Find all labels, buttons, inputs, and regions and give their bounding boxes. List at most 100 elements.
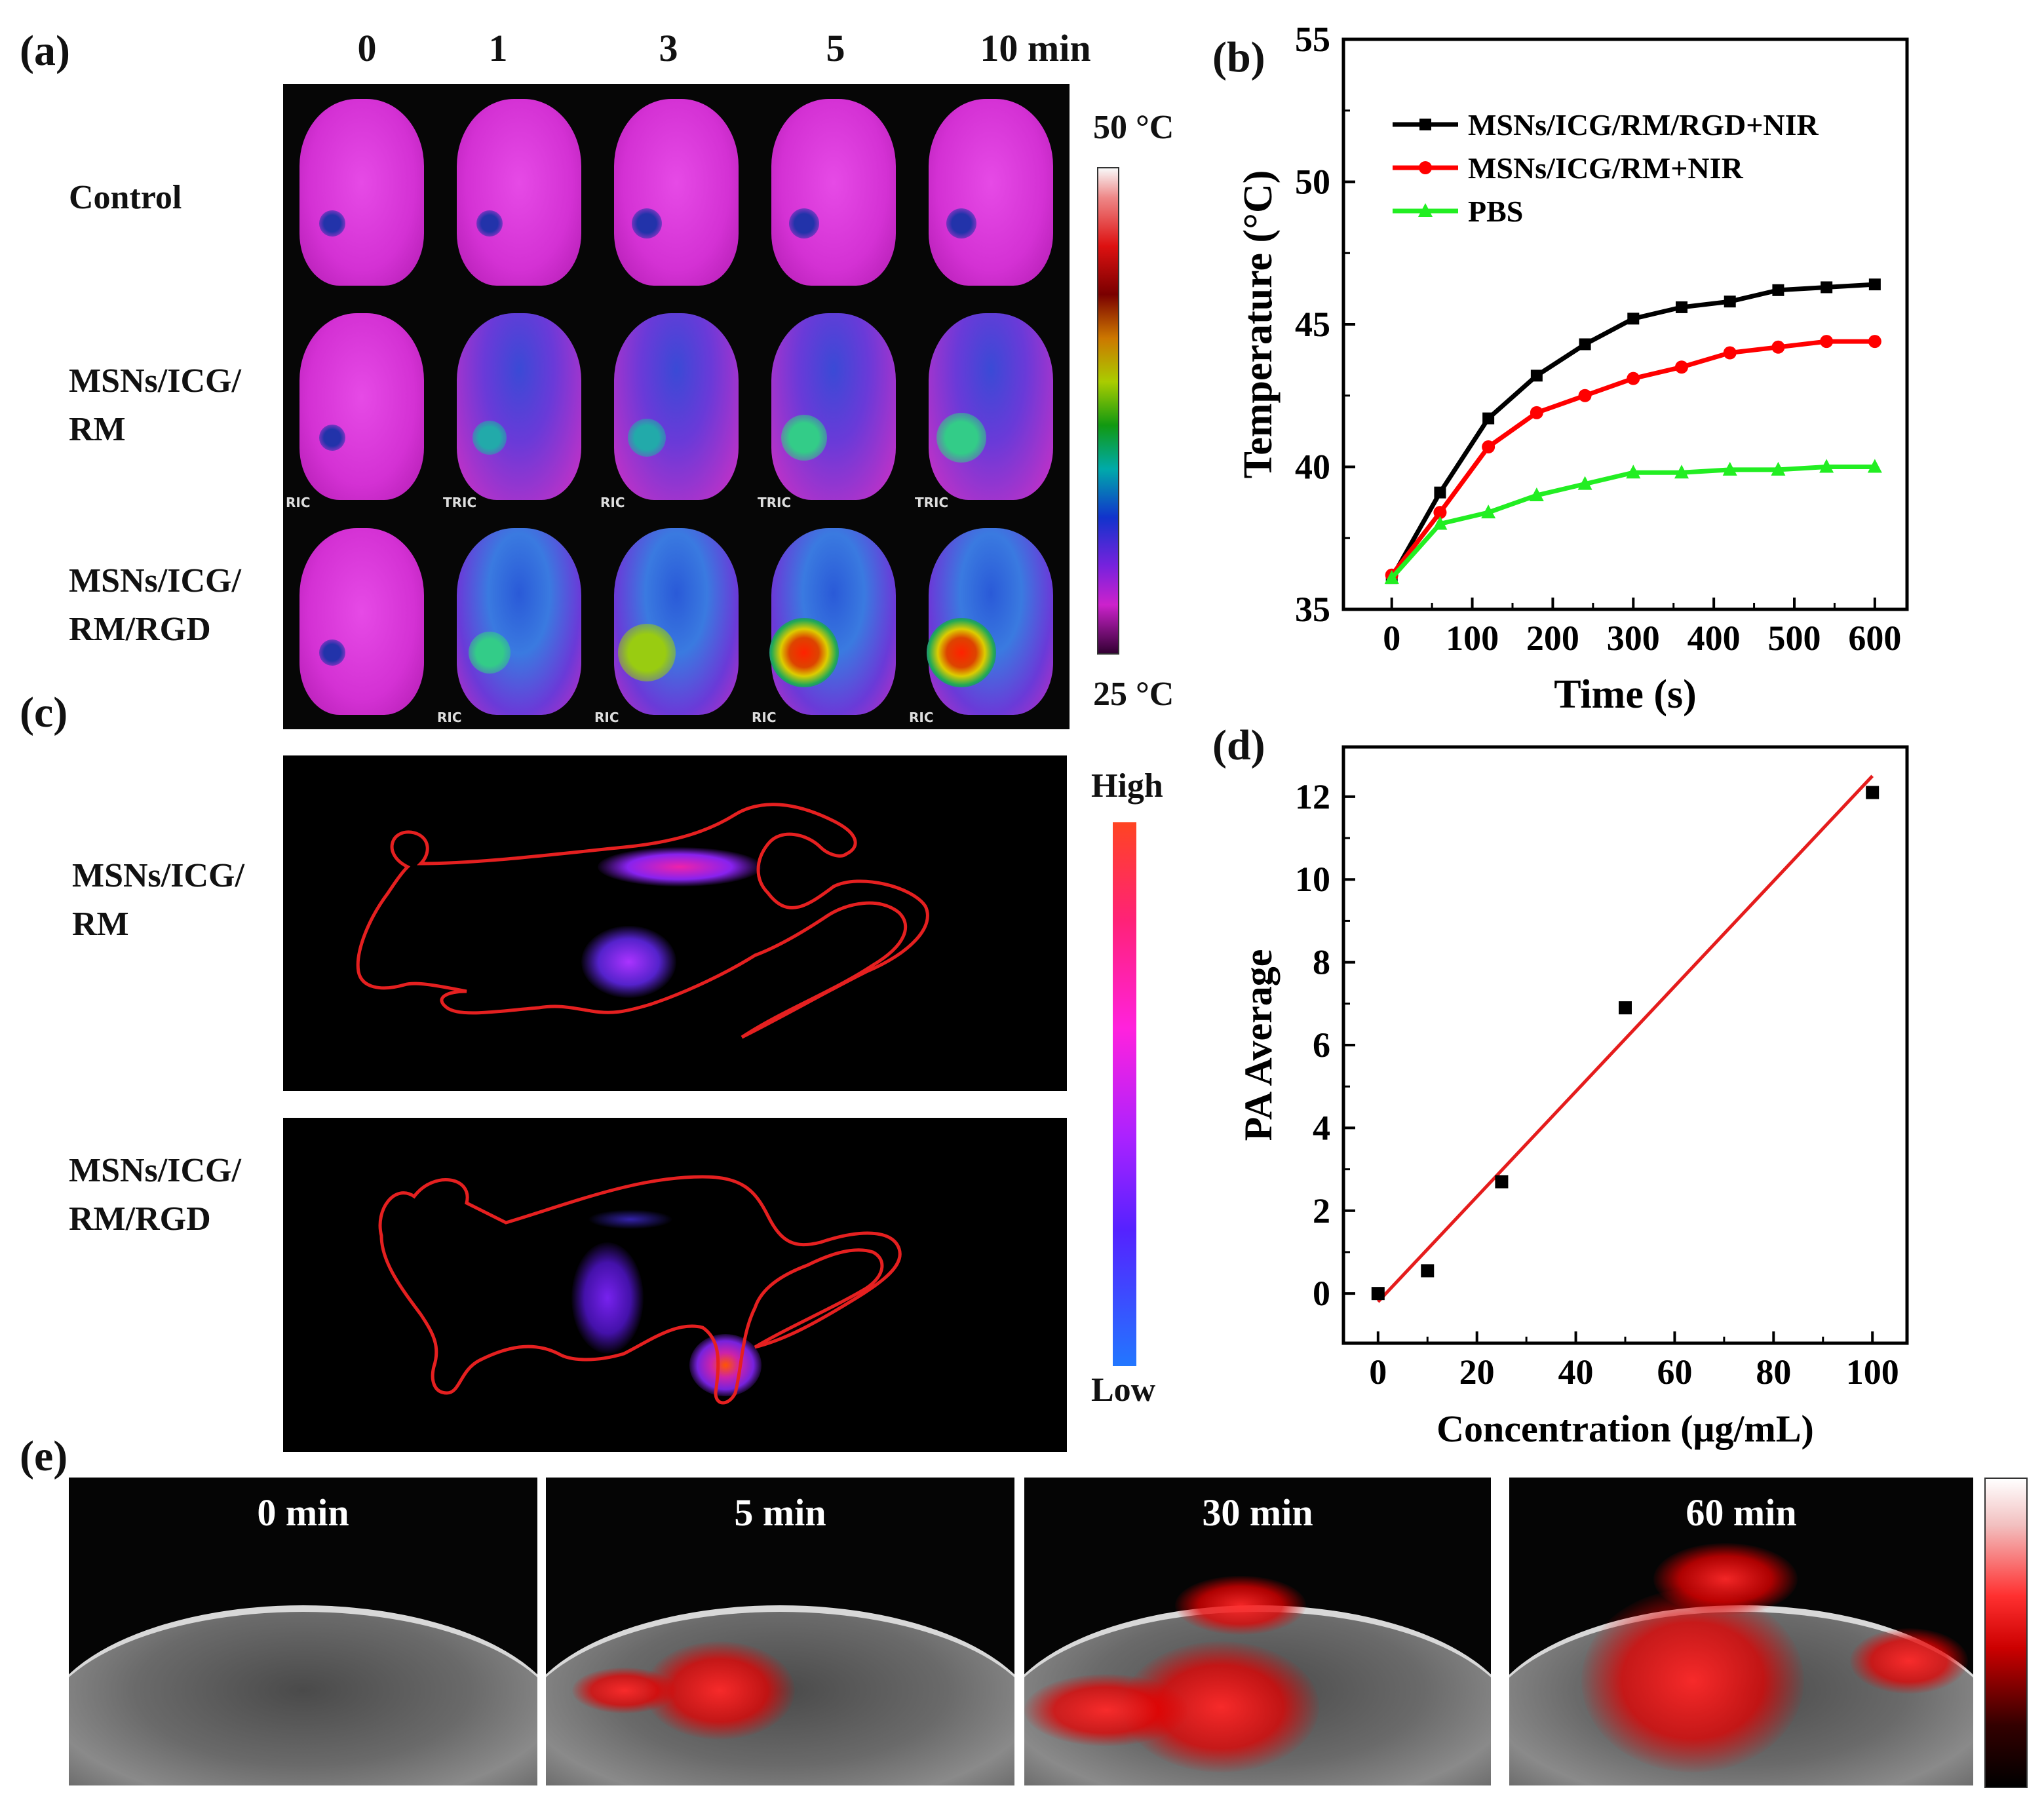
x-tick-label: 0 bbox=[1369, 1352, 1387, 1392]
tumor-hotspot bbox=[319, 639, 345, 666]
thermal-mouse bbox=[299, 313, 424, 500]
pa-signal-blob bbox=[1581, 1589, 1804, 1772]
thermal-mouse bbox=[614, 313, 739, 500]
thermal-mouse bbox=[299, 98, 424, 286]
data-point bbox=[1674, 465, 1689, 479]
data-point bbox=[1419, 119, 1431, 130]
data-point bbox=[1482, 412, 1495, 425]
colorbar-min-label: 25 °C bbox=[1093, 676, 1174, 713]
tumor-hotspot bbox=[769, 617, 839, 687]
data-point bbox=[1579, 338, 1591, 351]
data-point bbox=[1530, 406, 1543, 419]
data-point bbox=[1529, 487, 1544, 501]
data-point bbox=[1771, 461, 1786, 476]
x-tick-label: 500 bbox=[1768, 619, 1821, 658]
panel-b-label: (b) bbox=[1212, 33, 1265, 81]
frame-time-label: 5 min bbox=[734, 1491, 826, 1534]
y-tick-label: 2 bbox=[1313, 1191, 1330, 1231]
time-label: 3 bbox=[659, 27, 678, 69]
tumor-hotspot bbox=[618, 623, 676, 681]
ultrasound-frame: 30 min bbox=[1024, 1478, 1491, 1785]
tumor-hotspot bbox=[927, 617, 996, 687]
x-axis-label: Time (s) bbox=[1554, 672, 1697, 717]
x-tick-label: 300 bbox=[1607, 619, 1660, 658]
y-tick-label: 0 bbox=[1313, 1274, 1330, 1313]
camera-watermark: RIC bbox=[437, 710, 462, 725]
pa-colorbar bbox=[1113, 822, 1136, 1366]
temperature-line-chart: 0 100 200 300 400 500 600 35 40 45 50 55 Time (s) Tem… bbox=[1236, 20, 1909, 717]
group-label: Control bbox=[69, 174, 182, 222]
data-point bbox=[1866, 786, 1880, 799]
y-axis-label: PA Average bbox=[1237, 949, 1280, 1141]
data-point bbox=[1495, 1175, 1509, 1189]
panel-e-label: (e) bbox=[20, 1432, 68, 1480]
thermal-mouse bbox=[929, 98, 1053, 286]
tumor-hotspot bbox=[946, 208, 976, 239]
data-point bbox=[1530, 370, 1543, 382]
y-tick-label: 4 bbox=[1313, 1108, 1330, 1147]
data-point bbox=[1819, 459, 1834, 473]
panel-a-label: (a) bbox=[20, 27, 70, 75]
thermal-mouse bbox=[457, 98, 581, 286]
data-point bbox=[1481, 505, 1496, 519]
x-tick-label: 200 bbox=[1526, 619, 1579, 658]
thermal-mouse bbox=[457, 527, 581, 715]
camera-watermark: TRIC bbox=[758, 495, 792, 510]
group-label: MSNs/ICG/ RM bbox=[72, 852, 244, 949]
thermal-mouse bbox=[299, 527, 424, 715]
pa-signal-blob bbox=[689, 1334, 762, 1396]
photoacoustic-image bbox=[283, 755, 1067, 1091]
group-label: MSNs/ICG/ RM/RGD bbox=[69, 1147, 241, 1244]
thermal-mouse bbox=[927, 527, 1053, 715]
legend-label: PBS bbox=[1468, 195, 1523, 228]
data-point bbox=[1482, 440, 1495, 454]
y-tick-label: 40 bbox=[1295, 448, 1330, 487]
camera-watermark: RIC bbox=[752, 710, 777, 725]
tumor-hotspot bbox=[789, 208, 819, 239]
data-point bbox=[1433, 506, 1447, 520]
group-label: MSNs/ICG/ RM/RGD bbox=[69, 557, 241, 654]
thermal-mouse bbox=[614, 98, 739, 286]
panel-c-label: (c) bbox=[20, 689, 68, 736]
thermal-mouse bbox=[457, 313, 581, 500]
x-tick-label: 60 bbox=[1657, 1352, 1692, 1392]
ultrasound-frame: 5 min bbox=[546, 1478, 1014, 1785]
group-label-line: MSNs/ICG/ bbox=[69, 362, 241, 400]
y-tick-label: 50 bbox=[1295, 162, 1330, 202]
pa-signal-blob bbox=[1024, 1674, 1188, 1746]
mouse-outline bbox=[378, 1175, 902, 1405]
y-tick-label: 8 bbox=[1313, 943, 1330, 982]
series-line bbox=[1389, 282, 1876, 579]
ultrasound-frame: 60 min bbox=[1509, 1478, 1973, 1785]
camera-watermark: RIC bbox=[600, 495, 625, 510]
data-point bbox=[1867, 459, 1882, 473]
group-label-line: RM bbox=[69, 411, 126, 448]
thermal-mouse bbox=[929, 313, 1053, 500]
tissue-region bbox=[69, 1605, 537, 1785]
tumor-hotspot bbox=[469, 631, 511, 674]
data-point bbox=[1868, 278, 1881, 291]
x-tick-label: 20 bbox=[1459, 1352, 1495, 1392]
colorbar-high-label: High bbox=[1091, 767, 1163, 805]
pa-scatter-chart: 0 20 40 60 80 100 0 2 4 6 8 10 12 Concentration (μg/m… bbox=[1237, 745, 1909, 1450]
fit-line bbox=[1376, 774, 1874, 1303]
x-tick-label: 0 bbox=[1383, 619, 1400, 658]
camera-watermark: RIC bbox=[594, 710, 619, 725]
tumor-hotspot bbox=[319, 424, 345, 451]
frame-time-label: 30 min bbox=[1202, 1491, 1313, 1534]
data-point bbox=[1419, 161, 1432, 174]
group-label-line: MSNs/ICG/ bbox=[69, 562, 241, 600]
data-point bbox=[1384, 570, 1399, 584]
data-point bbox=[1626, 465, 1641, 479]
tumor-hotspot bbox=[936, 412, 986, 463]
tumor-hotspot bbox=[632, 208, 662, 239]
data-point bbox=[1371, 1287, 1385, 1301]
group-label-line: MSNs/ICG/ bbox=[69, 1152, 241, 1189]
tumor-hotspot bbox=[628, 418, 666, 457]
group-label: MSNs/ICG/ RM bbox=[69, 357, 241, 454]
x-tick-label: 80 bbox=[1756, 1352, 1791, 1392]
data-point bbox=[1577, 476, 1592, 490]
group-label-line: RM/RGD bbox=[69, 1200, 211, 1238]
data-point bbox=[1434, 486, 1446, 499]
pa-signal-blob bbox=[571, 1242, 644, 1354]
